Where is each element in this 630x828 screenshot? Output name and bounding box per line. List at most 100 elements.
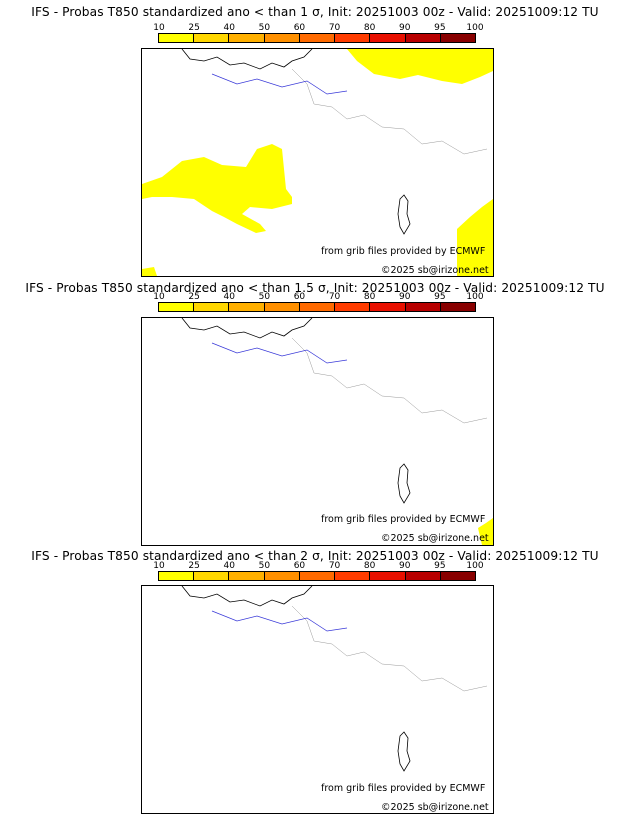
- legend-tick-label: 10: [153, 23, 165, 33]
- legend-color-swatch: [370, 303, 406, 311]
- legend-color-swatch: [229, 34, 265, 42]
- legend-tick-label: 25: [188, 561, 200, 571]
- coastlines: [181, 586, 313, 607]
- legend-color-swatch: [299, 303, 336, 311]
- probability-area-north-east: [347, 49, 493, 84]
- uk-coast: [181, 586, 313, 607]
- legend-color-swatch: [194, 34, 230, 42]
- legend-tick-label: 70: [328, 292, 341, 302]
- legend-color-bar: [158, 571, 476, 581]
- probability-area-west-atlantic: [142, 144, 292, 233]
- panel-1-credit: from grib files provided by ECMWF: [321, 246, 486, 257]
- admin-boundaries: [291, 337, 488, 424]
- legend-color-swatch: [229, 572, 265, 580]
- admin-boundaries: [291, 68, 488, 155]
- map-base-layers: [181, 49, 488, 235]
- panel-1-copyright: ©2025 sb@irizone.net: [381, 265, 489, 276]
- islands: [397, 463, 411, 504]
- legend-tick-label: 40: [223, 292, 235, 302]
- legend-tick-label: 25: [188, 23, 200, 33]
- map-svg: [142, 49, 493, 276]
- legend-tick-label: 100: [466, 23, 484, 33]
- coastlines: [181, 49, 313, 70]
- legend-color-swatch: [335, 34, 371, 42]
- legend-tick-label: 90: [399, 23, 411, 33]
- legend-color-bar: [158, 33, 476, 43]
- legend-color-swatch: [405, 34, 441, 42]
- legend-color-swatch: [194, 303, 230, 311]
- legend-tick-label: 40: [223, 561, 235, 571]
- panel-2-color-legend: 10 25 40 50 60 70 80 90 95 100: [153, 292, 484, 312]
- legend-tick-label: 90: [399, 561, 411, 571]
- legend-tick-label: 60: [293, 561, 306, 571]
- rivers: [211, 610, 348, 632]
- probability-area-south-west: [142, 267, 157, 276]
- legend-tick-label: 50: [258, 561, 271, 571]
- probability-area-south-east: [457, 199, 493, 276]
- panel-1-map: [141, 48, 494, 277]
- panel-1-color-legend: 10 25 40 50 60 70 80 90 95 100: [153, 23, 484, 43]
- panel-3-title: IFS - Probas T850 standardized ano < tha…: [31, 549, 599, 563]
- legend-tick-label: 100: [466, 292, 484, 302]
- legend-tick-label: 40: [223, 23, 235, 33]
- map-svg: [181, 586, 488, 772]
- legend-color-swatch: [440, 34, 475, 42]
- panel-2-copyright: ©2025 sb@irizone.net: [381, 533, 489, 544]
- legend-color-swatch: [370, 572, 406, 580]
- legend-tick-label: 95: [434, 23, 446, 33]
- legend-tick-label: 25: [188, 292, 200, 302]
- rivers: [211, 342, 348, 364]
- legend-tick-label: 80: [363, 23, 376, 33]
- uk-coast: [181, 49, 313, 70]
- legend-tick-label: 70: [328, 561, 341, 571]
- legend-tick-label: 50: [258, 23, 271, 33]
- uk-coast: [181, 318, 313, 339]
- legend-color-swatch: [159, 34, 195, 42]
- legend-tick-label: 80: [363, 292, 376, 302]
- corsica: [397, 463, 411, 504]
- legend-tick-label: 50: [258, 292, 271, 302]
- legend-color-swatch: [194, 572, 230, 580]
- legend-tick-label: 60: [293, 292, 306, 302]
- legend-color-swatch: [440, 303, 475, 311]
- legend-color-swatch: [335, 303, 371, 311]
- panel-2-map: [141, 317, 494, 546]
- panel-2-title: IFS - Probas T850 standardized ano < tha…: [25, 281, 605, 295]
- legend-color-bar: [158, 302, 476, 312]
- legend-tick-label: 80: [363, 561, 376, 571]
- legend-color-swatch: [370, 34, 406, 42]
- probability-shading: [478, 518, 493, 545]
- legend-color-swatch: [229, 303, 265, 311]
- islands: [397, 731, 411, 772]
- panel-1-title: IFS - Probas T850 standardized ano < tha…: [31, 5, 599, 19]
- legend-color-swatch: [405, 572, 441, 580]
- legend-tick-label: 10: [153, 561, 165, 571]
- legend-color-swatch: [299, 34, 336, 42]
- legend-color-swatch: [440, 572, 475, 580]
- panel-2-credit: from grib files provided by ECMWF: [321, 514, 486, 525]
- legend-color-swatch: [264, 303, 300, 311]
- panel-3-map: [141, 585, 494, 814]
- panel-3-credit: from grib files provided by ECMWF: [321, 783, 486, 794]
- corsica: [397, 194, 411, 235]
- legend-color-swatch: [159, 572, 195, 580]
- legend-tick-label: 60: [293, 23, 306, 33]
- coastlines: [181, 318, 313, 339]
- probability-area-south-east: [478, 518, 493, 545]
- map-base-layers: [181, 318, 488, 504]
- legend-color-swatch: [264, 572, 300, 580]
- legend-tick-label: 100: [466, 561, 484, 571]
- rivers: [211, 73, 348, 95]
- map-base-layers: [181, 586, 488, 772]
- islands: [397, 194, 411, 235]
- legend-color-swatch: [335, 572, 371, 580]
- admin-boundaries: [291, 605, 488, 692]
- legend-tick-label: 10: [153, 292, 165, 302]
- probability-shading: [142, 49, 493, 276]
- legend-tick-label: 90: [399, 292, 411, 302]
- legend-tick-label: 95: [434, 292, 446, 302]
- legend-color-swatch: [159, 303, 195, 311]
- panel-3-color-legend: 10 25 40 50 60 70 80 90 95 100: [153, 561, 484, 581]
- legend-tick-label: 95: [434, 561, 446, 571]
- corsica: [397, 731, 411, 772]
